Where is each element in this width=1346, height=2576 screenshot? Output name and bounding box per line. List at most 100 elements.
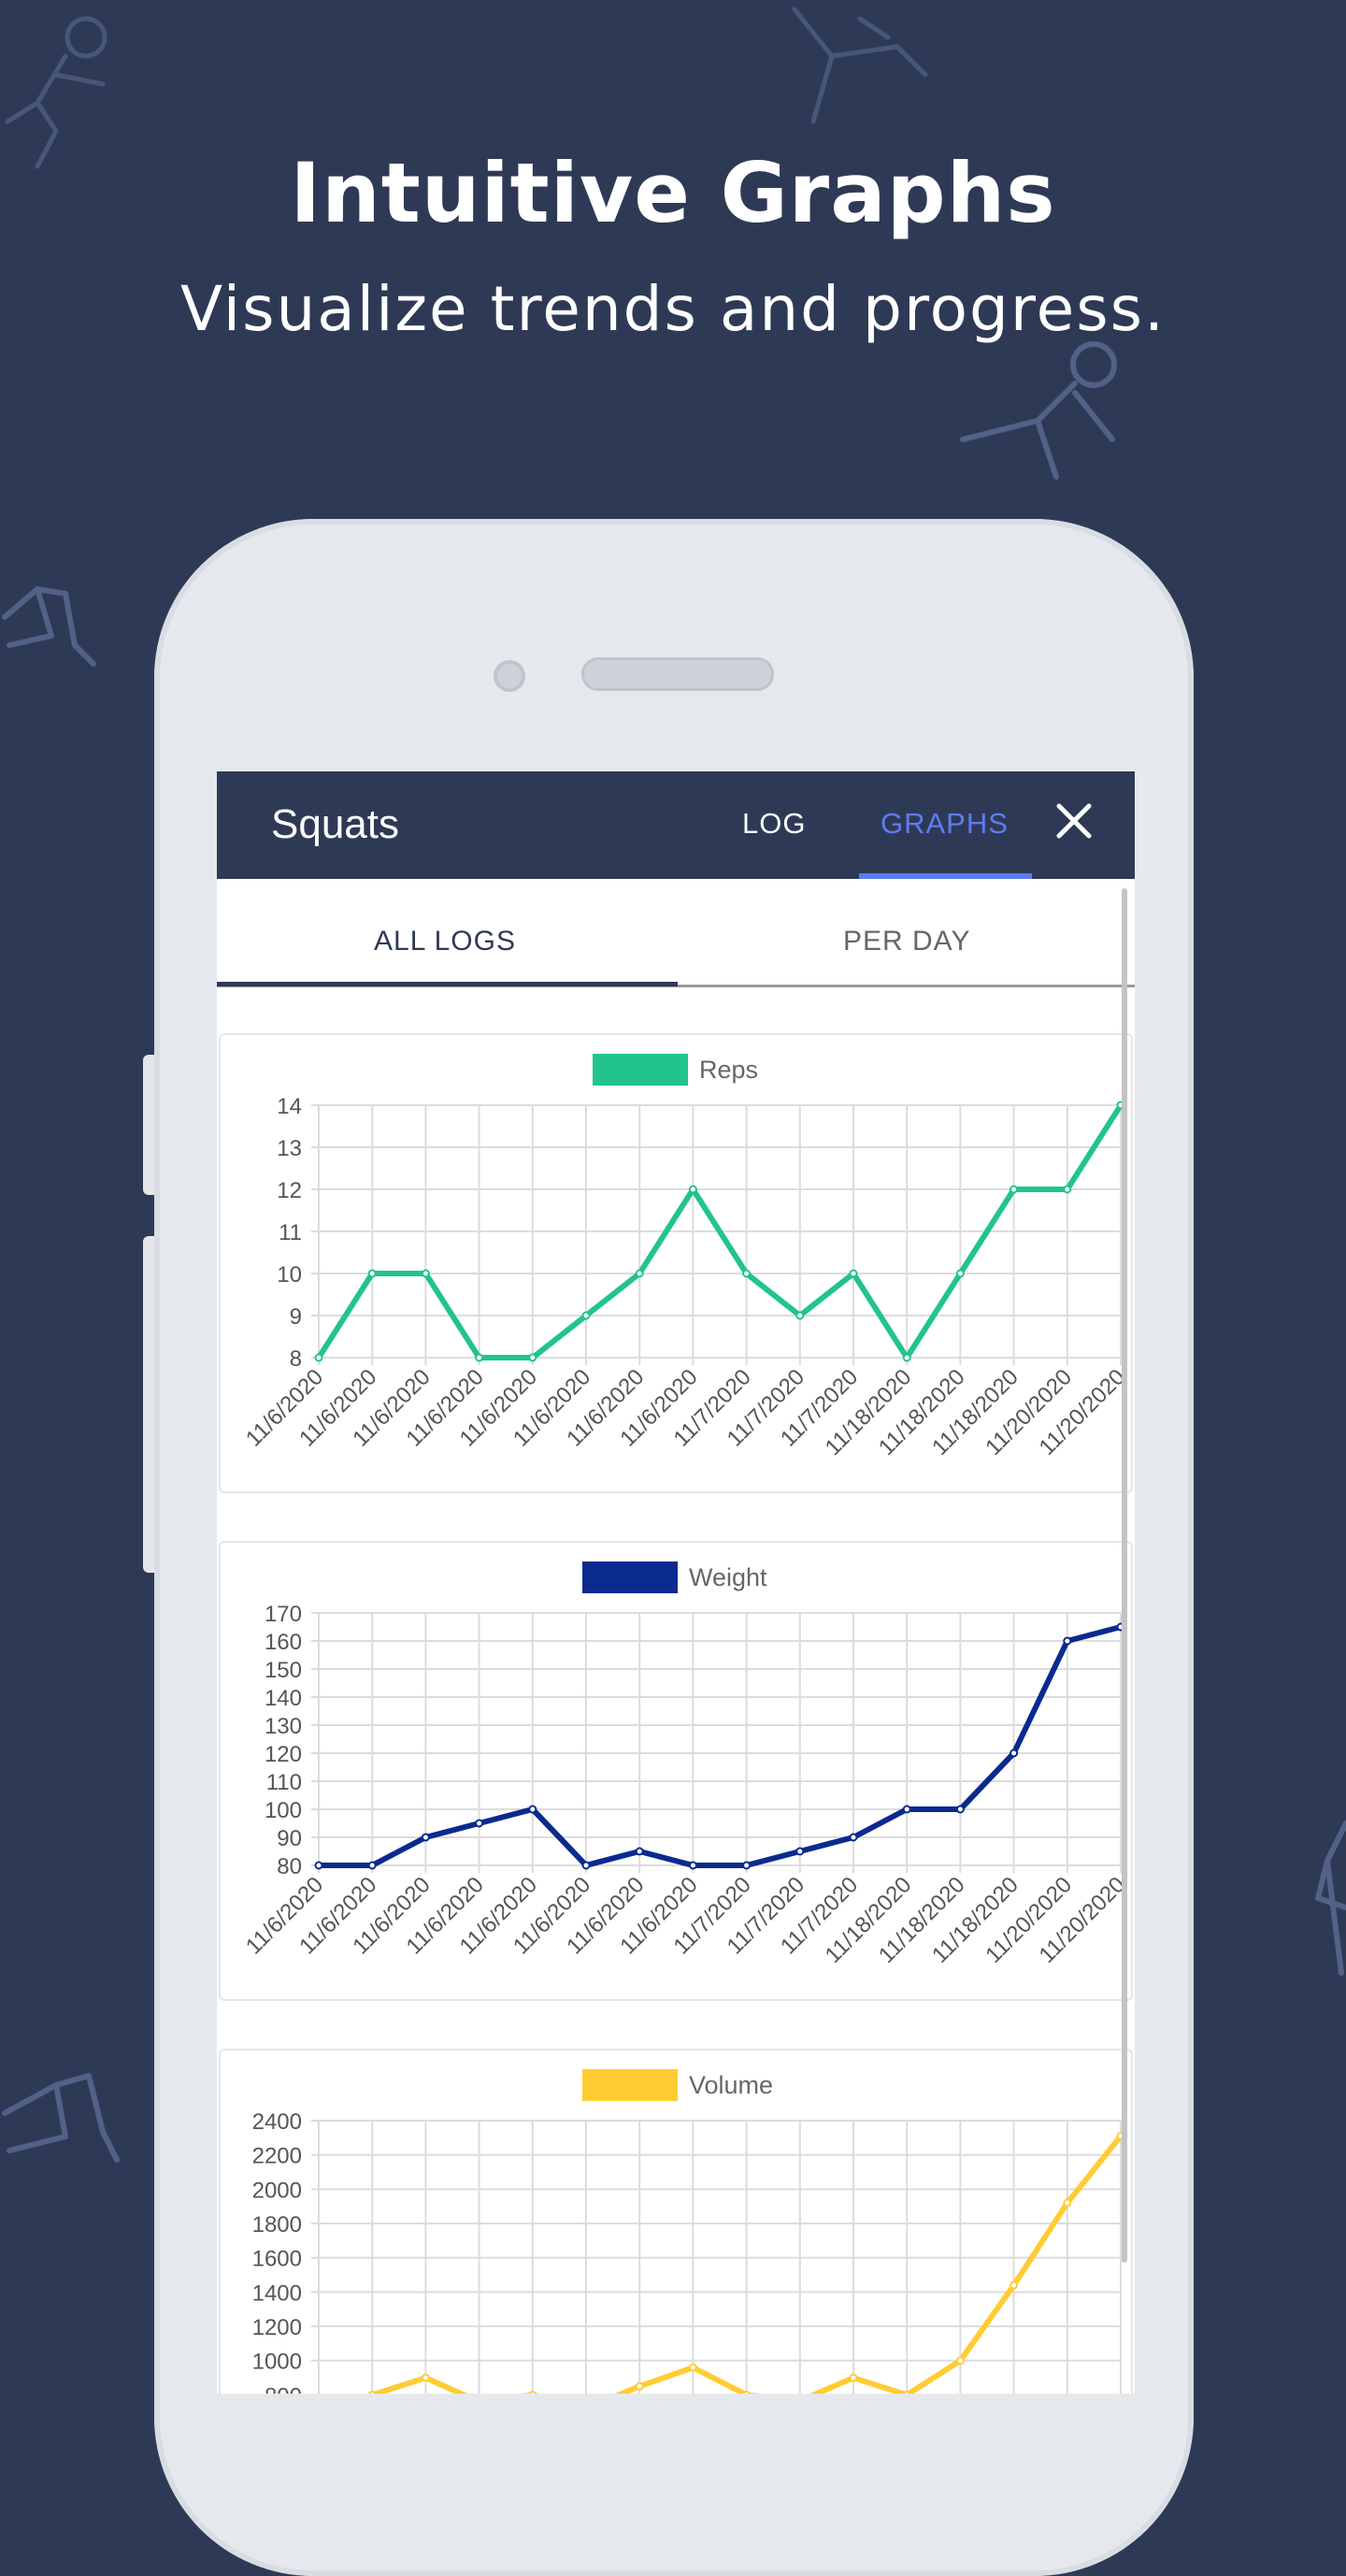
series-line-weight xyxy=(319,1624,1122,1868)
y-tick-label: 160 xyxy=(265,1630,302,1655)
exercise-title: Squats xyxy=(271,801,399,847)
app-screen: Squats LOG GRAPHS ALL LOGS PER DAY Reps 8… xyxy=(217,771,1135,2394)
active-subtab-indicator xyxy=(217,982,678,986)
data-point[interactable] xyxy=(955,2356,965,2366)
data-point[interactable] xyxy=(367,1861,377,1870)
promo-subline: Visualize trends and progress. xyxy=(180,273,1166,345)
y-tick-label: 11 xyxy=(279,1220,302,1245)
y-tick-label: 1200 xyxy=(252,2315,302,2340)
data-point[interactable] xyxy=(955,1269,965,1278)
y-tick-label: 110 xyxy=(266,1770,302,1795)
y-tick-label: 2200 xyxy=(252,2144,302,2169)
legend-swatch xyxy=(593,1054,688,1086)
exercise-figure-decoration xyxy=(5,16,107,169)
weight-chart: Weight809010011012013014015016017011/6/2… xyxy=(241,1561,1130,1968)
data-point[interactable] xyxy=(581,1311,591,1320)
data-point[interactable] xyxy=(635,1269,644,1278)
y-tick-label: 1600 xyxy=(252,2247,302,2272)
data-point[interactable] xyxy=(795,1847,805,1856)
reps-chart: Reps89101112131411/6/202011/6/202011/6/2… xyxy=(241,1054,1130,1461)
data-point[interactable] xyxy=(688,1185,697,1194)
data-point[interactable] xyxy=(742,1269,752,1278)
data-point[interactable] xyxy=(528,1805,537,1814)
subtab-bar: ALL LOGS PER DAY xyxy=(217,879,1135,986)
close-icon[interactable] xyxy=(1052,799,1096,843)
y-tick-label: 1800 xyxy=(252,2212,302,2238)
data-point[interactable] xyxy=(849,1269,858,1278)
chart-legend: Weight xyxy=(582,1561,767,1593)
data-point[interactable] xyxy=(367,1269,377,1278)
data-point[interactable] xyxy=(849,1833,858,1842)
data-point[interactable] xyxy=(849,2373,858,2382)
tab-graphs[interactable]: GRAPHS xyxy=(881,807,1009,840)
data-point[interactable] xyxy=(1063,1636,1072,1646)
data-point[interactable] xyxy=(314,1353,323,1362)
data-point[interactable] xyxy=(742,2390,751,2394)
data-point[interactable] xyxy=(421,1833,430,1842)
y-tick-label: 13 xyxy=(277,1136,302,1161)
tab-log[interactable]: LOG xyxy=(742,807,807,840)
data-point[interactable] xyxy=(1010,2281,1019,2290)
data-point[interactable] xyxy=(902,1805,911,1814)
chart-grid xyxy=(311,2120,1122,2394)
data-point[interactable] xyxy=(367,2390,377,2394)
legend-label: Weight xyxy=(689,1563,767,1591)
data-point[interactable] xyxy=(528,1353,537,1362)
data-point[interactable] xyxy=(314,1861,323,1870)
data-point[interactable] xyxy=(902,2390,911,2394)
data-point[interactable] xyxy=(1063,1185,1072,1194)
active-tab-indicator xyxy=(859,873,1032,879)
exercise-figure-decoration xyxy=(2,586,96,667)
y-tick-label: 100 xyxy=(265,1798,302,1823)
data-point[interactable] xyxy=(742,1861,752,1870)
data-point[interactable] xyxy=(421,1269,430,1278)
data-point[interactable] xyxy=(795,1311,805,1320)
y-tick-label: 130 xyxy=(265,1714,302,1739)
y-tick-label: 14 xyxy=(277,1094,302,1119)
weight-chart-card: Weight 80 90 100 110 120 130 140 150 160 170 11/6/2… xyxy=(219,1541,1133,2001)
subtab-per-day[interactable]: PER DAY xyxy=(843,926,971,957)
y-tick-label: 10 xyxy=(277,1262,302,1288)
phone-camera xyxy=(494,660,525,692)
volume-chart-card: Volume6008001000120014001600180020002200… xyxy=(219,2049,1133,2394)
data-point[interactable] xyxy=(635,1847,644,1856)
y-tick-label: 90 xyxy=(277,1826,302,1851)
data-point[interactable] xyxy=(635,2382,644,2391)
exercise-figure-decoration xyxy=(960,341,1117,480)
y-tick-label: 8 xyxy=(290,1346,302,1372)
data-point[interactable] xyxy=(1010,1185,1019,1194)
y-tick-label: 9 xyxy=(290,1304,302,1330)
scrollbar[interactable] xyxy=(1122,888,1127,2263)
legend-label: Volume xyxy=(689,2071,773,2099)
y-tick-label: 120 xyxy=(265,1742,302,1767)
y-tick-label: 140 xyxy=(265,1686,302,1711)
y-tick-label: 170 xyxy=(265,1602,302,1627)
exercise-figure-decoration xyxy=(1315,1820,1346,1976)
subtab-all-logs[interactable]: ALL LOGS xyxy=(374,926,516,957)
y-tick-label: 150 xyxy=(265,1658,302,1683)
phone-side-button xyxy=(143,1055,156,1195)
data-point[interactable] xyxy=(1010,1749,1019,1758)
chart-grid xyxy=(311,1104,1122,1365)
data-point[interactable] xyxy=(902,1353,911,1362)
exercise-figure-decoration xyxy=(792,7,928,124)
data-point[interactable] xyxy=(475,1819,484,1828)
data-point[interactable] xyxy=(581,1861,591,1870)
series-line-reps xyxy=(316,1103,1124,1360)
data-point[interactable] xyxy=(688,1861,697,1870)
phone-speaker xyxy=(581,657,774,691)
y-tick-label: 2000 xyxy=(252,2178,302,2203)
exercise-figure-decoration xyxy=(2,2073,120,2163)
chart-legend: Reps xyxy=(593,1054,758,1086)
y-tick-label: 12 xyxy=(277,1178,302,1203)
data-point[interactable] xyxy=(1063,2198,1072,2208)
data-point[interactable] xyxy=(421,2373,430,2382)
legend-swatch xyxy=(582,2069,678,2101)
data-point[interactable] xyxy=(688,2363,697,2372)
phone-side-button xyxy=(143,1236,156,1573)
y-tick-label: 1400 xyxy=(252,2281,302,2306)
data-point[interactable] xyxy=(475,1353,484,1362)
data-point[interactable] xyxy=(528,2390,537,2394)
y-tick-label: 1000 xyxy=(252,2350,302,2375)
data-point[interactable] xyxy=(955,1805,965,1814)
